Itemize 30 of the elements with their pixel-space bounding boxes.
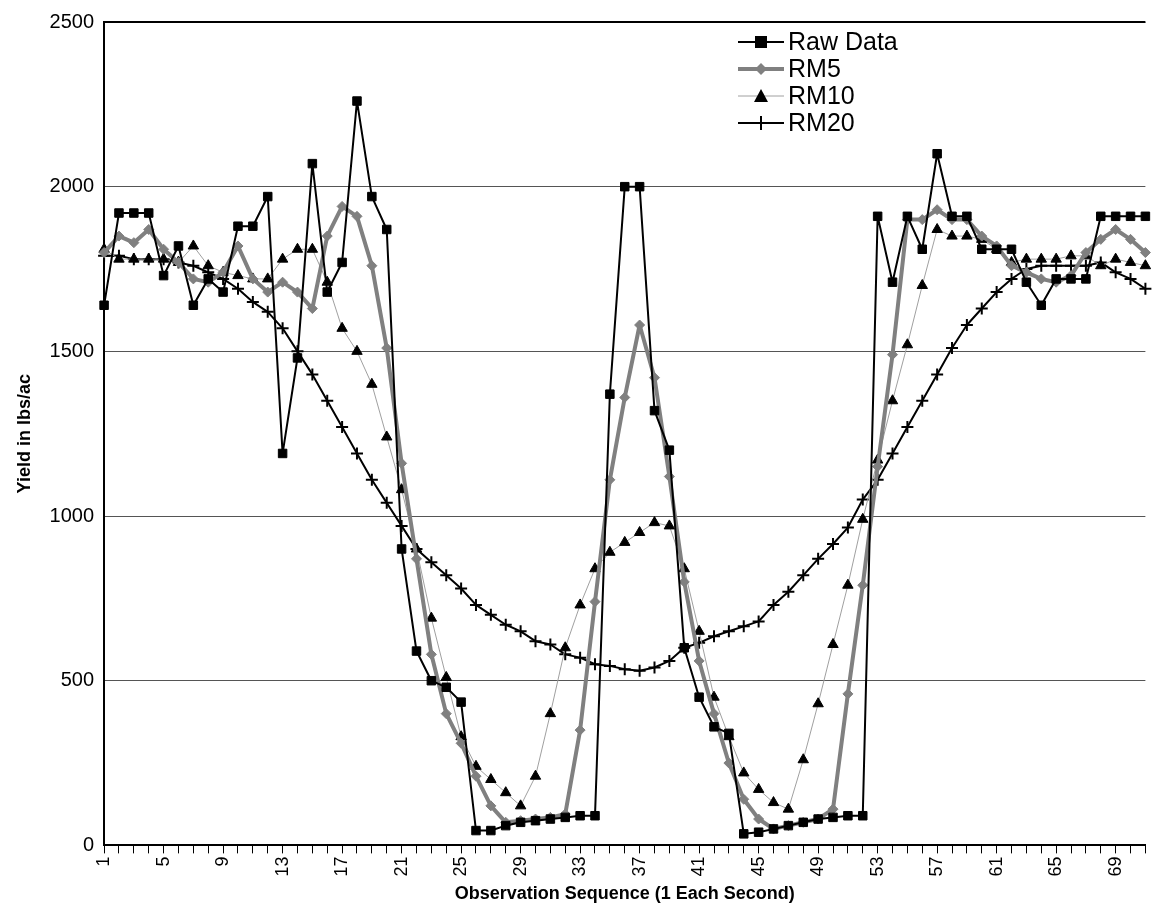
x-tick-label: 25 xyxy=(450,856,471,877)
x-tick-label: 21 xyxy=(390,856,411,877)
x-tick-label: 57 xyxy=(926,856,947,877)
x-tick-label: 69 xyxy=(1104,856,1125,877)
x-axis-title: Observation Sequence (1 Each Second) xyxy=(454,883,795,904)
x-tick-label: 29 xyxy=(509,856,530,877)
y-tick-label: 2000 xyxy=(49,174,95,197)
y-tick-label: 1500 xyxy=(49,338,95,361)
y-tick-label: 1000 xyxy=(49,503,95,526)
x-tick-label: 1 xyxy=(93,856,114,867)
x-tick-label: 53 xyxy=(866,856,887,877)
x-tick-label: 9 xyxy=(212,856,233,867)
x-tick-label: 5 xyxy=(152,856,173,867)
x-tick-label: 49 xyxy=(807,856,828,877)
x-tick-label: 45 xyxy=(747,856,768,877)
x-tick-label: 41 xyxy=(688,856,709,877)
legend-label: RM5 xyxy=(788,54,841,82)
x-tick-label: 37 xyxy=(628,856,649,877)
x-tick-label: 13 xyxy=(271,856,292,877)
y-tick-label: 0 xyxy=(82,832,95,855)
x-tick-label: 65 xyxy=(1045,856,1066,877)
y-tick-label: 2500 xyxy=(49,9,95,32)
x-tick-label: 33 xyxy=(569,856,590,877)
legend-label: Raw Data xyxy=(788,27,898,55)
x-tick-label: 61 xyxy=(985,856,1006,877)
x-tick-label: 17 xyxy=(331,856,352,877)
y-axis-title: Yield in lbs/ac xyxy=(13,374,34,494)
y-tick-label: 500 xyxy=(60,668,95,691)
legend-label: RM10 xyxy=(788,81,855,109)
legend-label: RM20 xyxy=(788,108,855,136)
